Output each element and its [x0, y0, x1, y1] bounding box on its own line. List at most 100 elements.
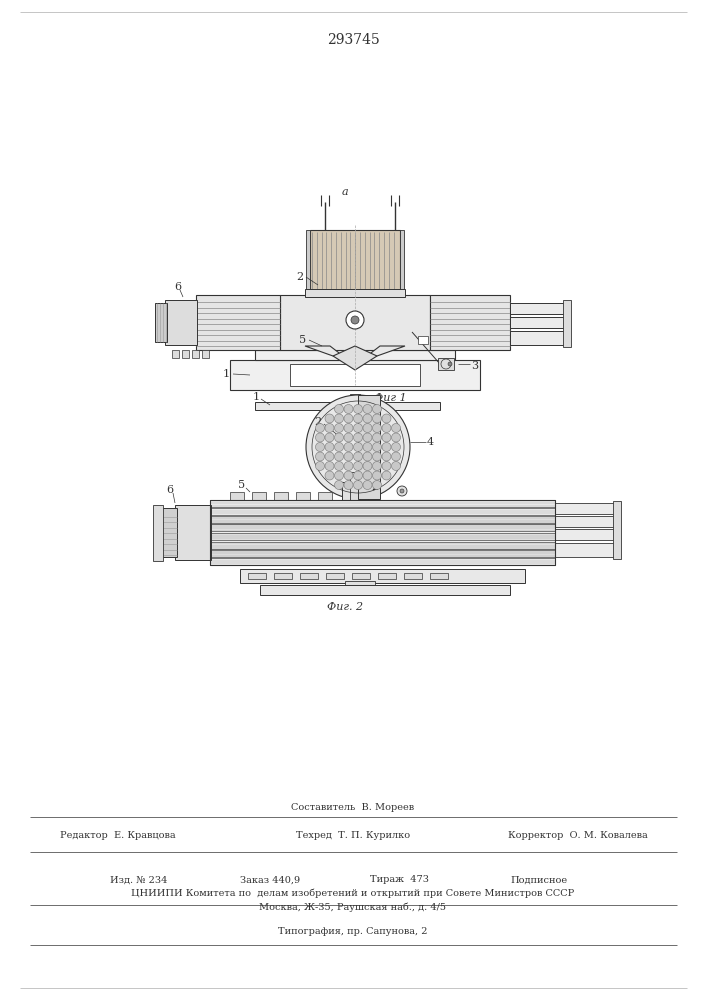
Bar [274, 573, 292, 579]
Circle shape [344, 462, 353, 471]
Circle shape [325, 414, 334, 423]
Bar [255, 402, 440, 410]
Bar [300, 573, 318, 579]
Circle shape [441, 359, 451, 369]
Circle shape [373, 471, 382, 480]
Circle shape [325, 433, 334, 442]
Bar [430, 295, 510, 350]
Bar [230, 360, 480, 390]
Circle shape [325, 424, 334, 432]
Circle shape [373, 404, 382, 414]
Bar [252, 492, 266, 500]
Bar [290, 364, 420, 386]
Circle shape [373, 481, 382, 489]
Bar [182, 350, 189, 358]
Bar [230, 492, 244, 500]
Bar [210, 542, 555, 549]
Circle shape [315, 462, 325, 471]
Bar [352, 573, 370, 579]
Circle shape [344, 414, 353, 423]
Text: Корректор  О. М. Ковалева: Корректор О. М. Ковалева [508, 830, 648, 840]
Bar [280, 295, 430, 350]
Bar [192, 350, 199, 358]
Circle shape [344, 442, 353, 452]
Text: ЦНИИПИ Комитета по  делам изобретений и открытий при Совете Министров СССР: ЦНИИПИ Комитета по делам изобретений и о… [132, 888, 575, 898]
Bar [155, 303, 167, 342]
Text: Москва, Ж-35, Раушская наб., д. 4/5: Москва, Ж-35, Раушская наб., д. 4/5 [259, 902, 447, 912]
Text: Изд. № 234: Изд. № 234 [110, 876, 168, 884]
Circle shape [315, 433, 325, 442]
Bar [240, 569, 525, 583]
Polygon shape [367, 346, 405, 356]
Bar [210, 500, 555, 507]
Bar [248, 573, 266, 579]
Circle shape [363, 462, 372, 471]
Circle shape [400, 489, 404, 493]
Circle shape [334, 462, 344, 471]
Text: Заказ 440,9: Заказ 440,9 [240, 876, 300, 884]
Bar [326, 573, 344, 579]
Circle shape [363, 404, 372, 414]
Bar [418, 336, 428, 344]
Bar [165, 300, 197, 345]
Circle shape [382, 424, 391, 432]
Circle shape [373, 433, 382, 442]
Bar [563, 300, 571, 347]
Text: 293745: 293745 [327, 33, 380, 47]
Text: 1: 1 [252, 392, 259, 402]
Bar [162, 508, 177, 557]
Circle shape [315, 442, 325, 452]
Bar [210, 550, 555, 557]
Text: 4: 4 [426, 437, 433, 447]
Circle shape [392, 424, 400, 432]
Circle shape [325, 471, 334, 480]
Circle shape [354, 442, 363, 452]
Circle shape [354, 404, 363, 414]
Text: 6: 6 [175, 282, 182, 292]
Text: 1: 1 [223, 369, 230, 379]
Circle shape [363, 471, 372, 480]
Circle shape [334, 452, 344, 461]
Bar [555, 529, 615, 540]
Circle shape [354, 471, 363, 480]
Circle shape [363, 433, 372, 442]
Circle shape [351, 316, 359, 324]
Bar [350, 472, 360, 500]
Bar [350, 394, 360, 410]
Circle shape [334, 433, 344, 442]
Circle shape [382, 433, 391, 442]
Circle shape [334, 404, 344, 414]
Bar [400, 230, 404, 295]
Circle shape [392, 452, 400, 461]
Bar [438, 358, 454, 370]
Text: Фиг. 2: Фиг. 2 [327, 602, 363, 612]
Circle shape [448, 362, 452, 366]
Bar [510, 317, 565, 328]
Text: 6: 6 [166, 485, 173, 495]
Text: 2: 2 [315, 417, 322, 427]
Circle shape [354, 433, 363, 442]
Circle shape [344, 424, 353, 432]
Text: Редактор  Е. Кравцова: Редактор Е. Кравцова [60, 830, 176, 840]
Circle shape [382, 471, 391, 480]
Bar [318, 492, 332, 500]
Bar [210, 558, 555, 565]
Text: 2: 2 [296, 272, 303, 282]
Bar [510, 303, 565, 314]
Text: 2: 2 [371, 482, 378, 492]
Circle shape [373, 414, 382, 423]
Circle shape [392, 442, 400, 452]
Circle shape [373, 424, 382, 432]
Circle shape [373, 452, 382, 461]
Bar [255, 350, 455, 360]
Circle shape [354, 452, 363, 461]
Bar [296, 492, 310, 500]
Bar [210, 508, 555, 515]
Circle shape [382, 462, 391, 471]
Circle shape [334, 442, 344, 452]
Bar [274, 492, 288, 500]
Bar [613, 501, 621, 559]
Bar [260, 585, 510, 595]
Bar [175, 505, 211, 560]
Polygon shape [305, 346, 343, 356]
